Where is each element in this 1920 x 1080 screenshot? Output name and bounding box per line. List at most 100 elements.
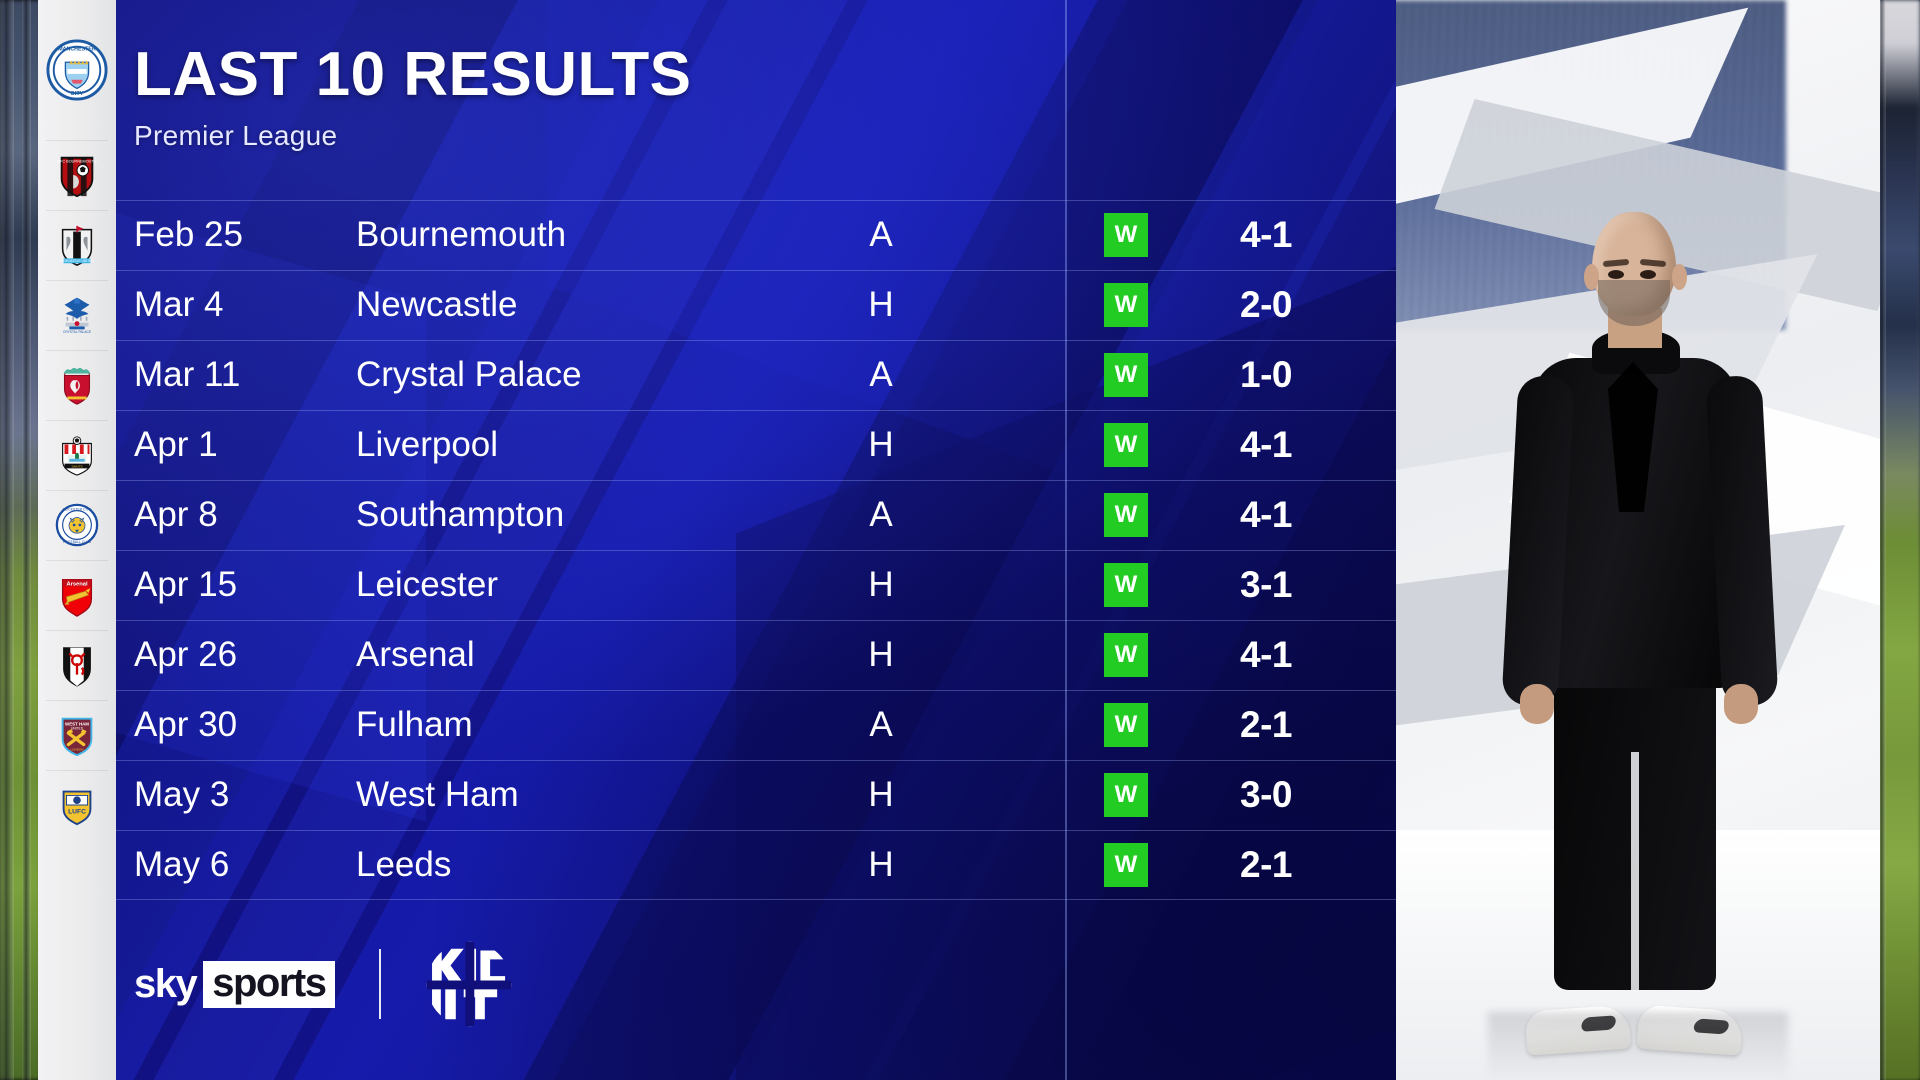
status-badge: W <box>1104 563 1148 607</box>
cell-opponent: Arsenal <box>356 635 475 674</box>
table-row[interactable]: Apr 30 Fulham A W 2-1 <box>116 690 1396 760</box>
cell-venue: H <box>868 425 894 464</box>
table-row[interactable]: May 3 West Ham H W 3-0 <box>116 760 1396 830</box>
cell-result: W <box>1066 633 1186 677</box>
crest-cell-west-ham[interactable]: WEST HAM UNITED LONDON <box>38 700 116 770</box>
cell-result: W <box>1066 703 1186 747</box>
cell-opponent: Leicester <box>356 565 499 604</box>
manchester-city-crest: MANCHESTER CITY <box>46 39 108 101</box>
cell-venue: A <box>869 705 893 744</box>
column-divider <box>1065 0 1067 1080</box>
svg-text:UNITED: UNITED <box>71 727 84 731</box>
svg-text:SAINTS: SAINTS <box>71 464 82 468</box>
logo-separator <box>378 949 381 1019</box>
status-badge: W <box>1104 423 1148 467</box>
table-row[interactable]: Feb 25 Bournemouth A W 4-1 <box>116 200 1396 270</box>
cell-date: Apr 15 <box>134 565 238 604</box>
cell-result: W <box>1066 773 1186 817</box>
page-subtitle: Premier League <box>134 120 338 151</box>
cell-score: 2-1 <box>1240 844 1292 885</box>
cell-date: Mar 11 <box>134 355 241 394</box>
cell-venue: A <box>869 215 893 254</box>
cell-venue: A <box>869 495 893 534</box>
bournemouth-crest: AFC BOURNEMOUTH <box>57 156 97 198</box>
cell-score: 4-1 <box>1240 634 1292 675</box>
team-crest-rail: MANCHESTER CITY AFC BOURNEMOUTH NEWC <box>38 0 116 1080</box>
cell-opponent: Leeds <box>356 845 452 884</box>
status-badge: W <box>1104 353 1148 397</box>
cell-date: Feb 25 <box>134 215 243 254</box>
svg-text:LEICESTER CITY: LEICESTER CITY <box>63 508 92 512</box>
cell-date: Apr 8 <box>134 495 218 534</box>
cell-opponent: Liverpool <box>356 425 499 464</box>
crest-cell-fulham[interactable] <box>38 630 116 700</box>
crest-cell-leeds[interactable]: LUFC <box>38 770 116 840</box>
table-row[interactable]: Mar 11 Crystal Palace A W 1-0 <box>116 340 1396 410</box>
svg-text:MANCHESTER: MANCHESTER <box>58 47 96 53</box>
cell-opponent: West Ham <box>356 775 519 814</box>
table-row[interactable]: Apr 26 Arsenal H W 4-1 <box>116 620 1396 690</box>
crest-cell-bournemouth[interactable]: AFC BOURNEMOUTH <box>38 140 116 210</box>
cell-score: 2-1 <box>1240 704 1292 745</box>
svg-text:NEWCASTLE UNITED: NEWCASTLE UNITED <box>60 259 94 263</box>
status-badge: W <box>1104 213 1148 257</box>
crest-cell-southampton[interactable]: SAINTS <box>38 420 116 490</box>
cell-date: Mar 4 <box>134 285 224 324</box>
crest-cell-crystal-palace[interactable]: CRYSTAL PALACE <box>38 280 116 350</box>
table-row[interactable]: Apr 1 Liverpool H W 4-1 <box>116 410 1396 480</box>
crest-cell-liverpool[interactable] <box>38 350 116 420</box>
results-panel: LAST 10 RESULTS Premier League Feb 25 Bou… <box>116 0 1396 1080</box>
glass-strut-left <box>0 0 14 1080</box>
cell-date: May 6 <box>134 845 230 884</box>
table-row[interactable]: May 6 Leeds H W 2-1 <box>116 830 1396 900</box>
cell-result: W <box>1066 493 1186 537</box>
cell-score: 4-1 <box>1240 424 1292 465</box>
cell-venue: H <box>868 845 894 884</box>
arsenal-crest: Arsenal <box>61 578 93 617</box>
panel-background-pattern <box>116 0 1396 1080</box>
cell-venue: H <box>868 635 894 674</box>
southampton-crest: SAINTS <box>62 436 92 476</box>
table-row[interactable]: Mar 4 Newcastle H W 2-0 <box>116 270 1396 340</box>
cell-date: Apr 26 <box>134 635 238 674</box>
manager-portrait <box>1488 212 1788 1056</box>
cell-date: May 3 <box>134 775 230 814</box>
svg-text:LUFC: LUFC <box>68 809 86 816</box>
cell-venue: H <box>868 775 894 814</box>
svg-text:AFC BOURNEMOUTH: AFC BOURNEMOUTH <box>57 160 96 164</box>
cell-result: W <box>1066 283 1186 327</box>
crest-cell-newcastle[interactable]: NEWCASTLE UNITED <box>38 210 116 280</box>
cell-result: W <box>1066 423 1186 467</box>
cell-score: 3-1 <box>1240 564 1292 605</box>
cell-result: W <box>1066 353 1186 397</box>
cell-score: 4-1 <box>1240 214 1292 255</box>
svg-text:FOOTBALL CLUB: FOOTBALL CLUB <box>63 540 92 544</box>
cell-score: 4-1 <box>1240 494 1292 535</box>
cell-result: W <box>1066 563 1186 607</box>
floor-reflection <box>1488 1012 1788 1080</box>
cell-opponent: Newcastle <box>356 285 518 324</box>
cell-score: 3-0 <box>1240 774 1292 815</box>
manager-stage <box>1396 0 1880 1080</box>
cell-opponent: Fulham <box>356 705 473 744</box>
svg-text:WEST HAM: WEST HAM <box>65 721 89 726</box>
glass-strut-left-2 <box>22 0 31 1080</box>
sports-wordmark: sports <box>203 960 335 1008</box>
liverpool-crest <box>63 367 91 405</box>
west-ham-crest: WEST HAM UNITED LONDON <box>61 717 93 757</box>
crest-cell-arsenal[interactable]: Arsenal <box>38 560 116 630</box>
svg-text:CRYSTAL PALACE: CRYSTAL PALACE <box>63 330 92 334</box>
cell-venue: H <box>868 565 894 604</box>
table-row[interactable]: Apr 15 Leicester H W 3-1 <box>116 550 1396 620</box>
cell-opponent: Bournemouth <box>356 215 567 254</box>
fulham-crest <box>63 647 91 687</box>
cell-result: W <box>1066 843 1186 887</box>
status-badge: W <box>1104 843 1148 887</box>
cell-opponent: Southampton <box>356 495 565 534</box>
panel-header: LAST 10 RESULTS Premier League <box>116 0 1396 152</box>
table-row[interactable]: Apr 8 Southampton A W 4-1 <box>116 480 1396 550</box>
cell-date: Apr 30 <box>134 705 238 744</box>
crest-cell-leicester[interactable]: LEICESTER CITY FOOTBALL CLUB <box>38 490 116 560</box>
crest-cell-manchester-city[interactable]: MANCHESTER CITY <box>38 0 116 140</box>
